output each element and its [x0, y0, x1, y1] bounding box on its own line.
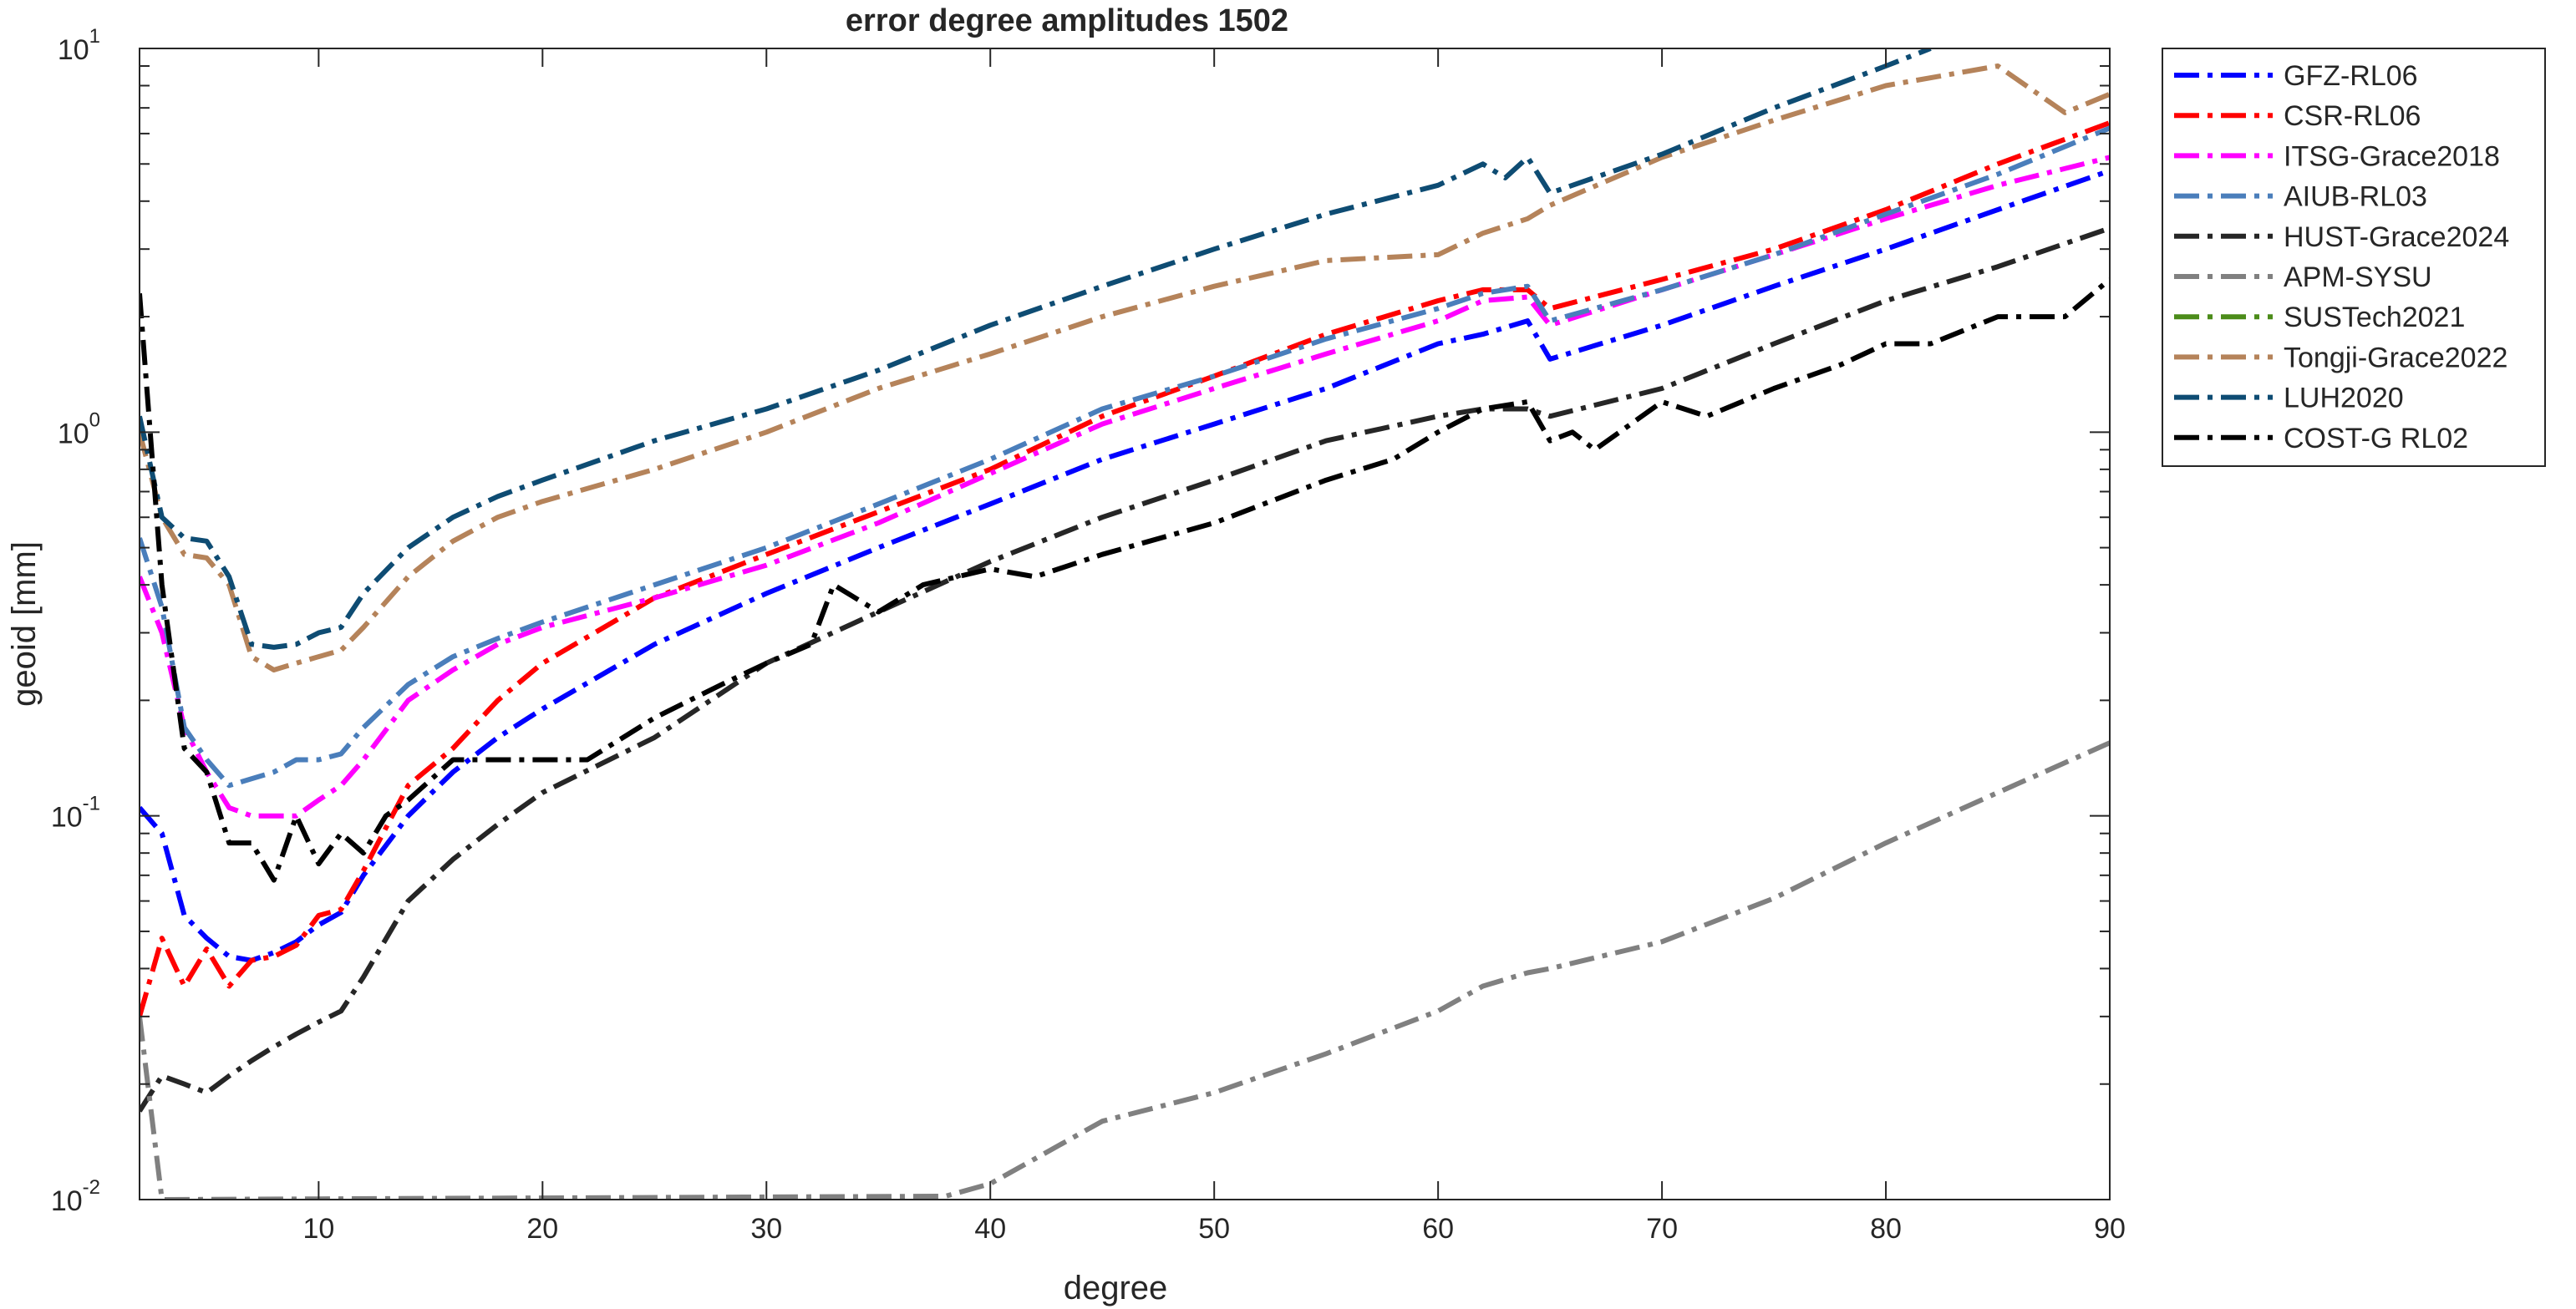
legend-label-aiub-rl03: AIUB-RL03: [2284, 181, 2427, 213]
x-tick-label: 90: [2094, 1213, 2126, 1245]
x-tick-label: 20: [526, 1213, 558, 1245]
series-line-apm-sysu: [140, 740, 2110, 1200]
y-tick-label-base: 10: [51, 1185, 83, 1217]
legend-label-csr-rl06: CSR-RL06: [2284, 100, 2421, 132]
series-line-itsg-grace2018: [140, 155, 2110, 819]
y-tick-label-base: 10: [58, 34, 89, 66]
legend-label-hust-grace2024: HUST-Grace2024: [2284, 221, 2509, 253]
x-tick-label: 30: [750, 1213, 782, 1245]
y-tick-label-base: 10: [51, 802, 83, 834]
series-line-tongji-grace2022: [140, 63, 2110, 672]
y-tick-label-base: 10: [58, 418, 89, 449]
legend-label-gfz-rl06: GFZ-RL06: [2284, 60, 2418, 92]
y-axis-label: geoid [mm]: [6, 541, 43, 707]
series-line-aiub-rl03: [140, 125, 2110, 789]
y-tick-label: 101: [58, 25, 100, 66]
legend-label-tongji-grace2022: Tongji-Grace2022: [2284, 342, 2507, 373]
y-tick-label: 10-2: [51, 1176, 100, 1217]
legend-label-cost-g-rl02: COST-G RL02: [2284, 423, 2468, 454]
y-tick-label: 100: [58, 408, 100, 449]
x-tick-label: 10: [302, 1213, 334, 1245]
series-lines: [140, 48, 2110, 1200]
x-axis-label: degree: [1064, 1270, 1168, 1306]
series-line-cost-g-rl02: [140, 277, 2110, 883]
y-tick-label-exponent: 1: [89, 25, 100, 48]
x-tick-label: 60: [1422, 1213, 1454, 1245]
legend-label-luh2020: LUH2020: [2284, 383, 2404, 414]
series-line-hust-grace2024: [140, 226, 2110, 1113]
legend-label-apm-sysu: APM-SYSU: [2284, 261, 2432, 293]
x-tick-label: 40: [974, 1213, 1006, 1245]
y-tick-label-exponent: -1: [83, 793, 100, 815]
x-tick-label: 70: [1646, 1213, 1678, 1245]
series-line-luh2020: [140, 48, 1932, 650]
plot-area: [140, 48, 2110, 1200]
x-tick-label: 50: [1198, 1213, 1230, 1245]
y-tick-label: 10-1: [51, 793, 100, 834]
legend-label-itsg-grace2018: ITSG-Grace2018: [2284, 140, 2500, 172]
x-tick-label: 80: [1870, 1213, 1902, 1245]
axes-box: [139, 48, 2111, 1200]
legend-label-sustech2021: SUSTech2021: [2284, 302, 2465, 333]
y-tick-label-exponent: 0: [89, 408, 100, 431]
chart-title: error degree amplitudes 1502: [846, 3, 1288, 38]
y-tick-label-exponent: -2: [83, 1176, 100, 1199]
legend: GFZ-RL06 CSR-RL06 ITSG-Grace2018 AIUB-RL03 H…: [2162, 48, 2546, 467]
